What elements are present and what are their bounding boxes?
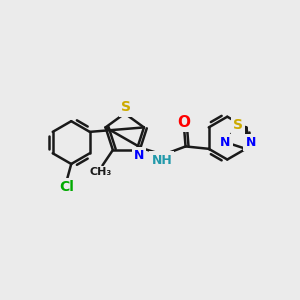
Text: N: N [134, 149, 144, 162]
Text: S: S [233, 118, 243, 132]
Text: S: S [121, 100, 131, 115]
Text: N: N [220, 136, 231, 149]
Text: CH₃: CH₃ [90, 167, 112, 177]
Text: N: N [245, 136, 256, 149]
Text: O: O [178, 115, 190, 130]
Text: Cl: Cl [59, 180, 74, 194]
Text: NH: NH [152, 154, 172, 166]
